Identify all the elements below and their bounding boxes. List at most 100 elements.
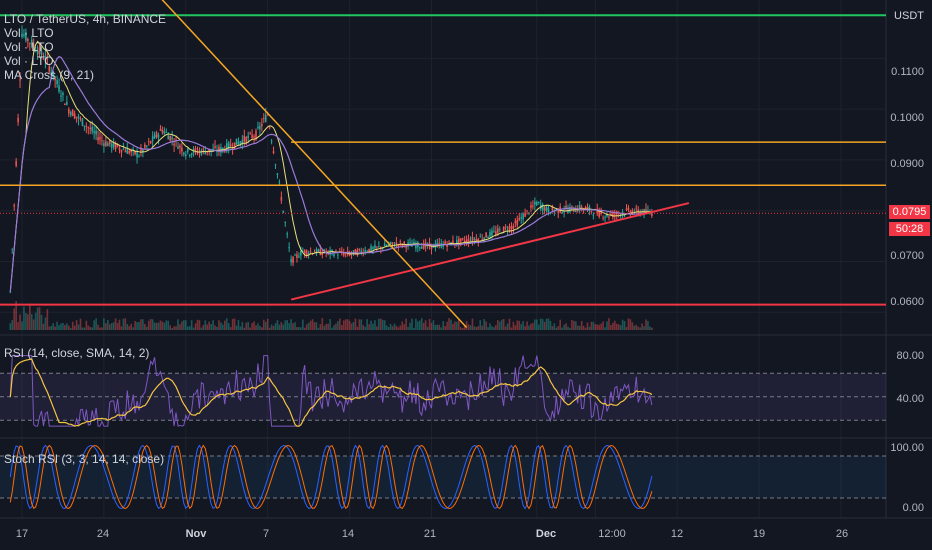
candle-body [461, 238, 464, 240]
candle-body [138, 156, 140, 157]
volume-bar [32, 319, 35, 330]
candle-body [337, 254, 339, 256]
candle-body [592, 214, 595, 216]
candle-body [17, 117, 19, 123]
volume-bar [225, 318, 228, 330]
candle-body [108, 140, 111, 145]
volume-bar [103, 318, 105, 330]
candle-body [604, 216, 606, 218]
volume-bar [555, 327, 558, 330]
volume-bar [625, 327, 628, 330]
candle-body [251, 134, 253, 138]
candle-body [307, 252, 310, 255]
volume-bar [108, 324, 111, 330]
candle-body [198, 150, 201, 152]
volume-bar [177, 319, 179, 330]
volume-bar [637, 326, 639, 330]
volume-bar [337, 321, 339, 330]
volume-bar [54, 326, 56, 330]
volume-bar [149, 318, 152, 330]
pane-dividers[interactable] [0, 334, 932, 519]
volume-bar [594, 324, 597, 330]
stoch-legend[interactable]: Stoch RSI (3, 3, 14, 14, close) [4, 452, 165, 466]
drawn-levels[interactable] [0, 0, 886, 328]
candle-body [132, 148, 134, 150]
volume-bar [249, 327, 251, 330]
volume-bar [341, 324, 343, 330]
legend-ma-cross[interactable]: MA Cross (9, 21) [4, 68, 95, 82]
volume-bar [420, 318, 423, 330]
volume-bar [292, 323, 294, 330]
candle-body [309, 251, 312, 253]
volume-bar [126, 324, 129, 330]
candle-body [446, 244, 448, 247]
volume-bar [370, 320, 372, 330]
volume-bar [364, 326, 366, 330]
volume-bar [235, 325, 238, 330]
legend-vol-3[interactable]: Vol · LTO [4, 54, 54, 68]
candle-body [495, 231, 497, 235]
volume-bar [157, 322, 160, 330]
candle-body [629, 211, 632, 214]
candle-body [444, 241, 446, 245]
volume-bar [557, 326, 560, 330]
volume-bar [91, 327, 93, 330]
volume-bar [575, 321, 577, 330]
volume-bar [467, 324, 470, 330]
candle-body [547, 208, 550, 214]
volume-bar [60, 323, 62, 330]
volume-bar [278, 324, 281, 330]
candle-body [407, 242, 409, 245]
volume-bar [138, 321, 140, 330]
volume-bar [263, 319, 265, 330]
volume-bar [465, 320, 468, 330]
candle-body [280, 197, 283, 201]
volume-bar [528, 325, 530, 330]
volume-bar [395, 325, 398, 330]
volume-bar [290, 319, 292, 330]
candle-body [225, 143, 228, 152]
time-tick: 12:00 [598, 528, 626, 540]
candle-body [411, 244, 413, 247]
candle-body [83, 125, 86, 127]
volume-bar [604, 327, 606, 330]
volume-bar [346, 319, 349, 330]
candle-body [493, 230, 495, 232]
candle-body [272, 151, 275, 154]
candle-body [124, 150, 127, 153]
symbol-title[interactable]: LTO / TetherUS, 4h, BINANCE [4, 12, 167, 26]
candle-body [303, 249, 306, 254]
candle-body [532, 205, 534, 207]
volume-bar [85, 320, 88, 330]
volume-bar [46, 309, 49, 330]
volume-bar [619, 325, 622, 330]
rsi-legend[interactable]: RSI (14, close, SMA, 14, 2) [4, 346, 150, 360]
candle-body [257, 126, 259, 129]
volume-bar [218, 320, 220, 330]
rsi-pane [0, 355, 886, 427]
candle-body [87, 127, 90, 129]
candle-body [518, 218, 521, 220]
legend-vol-1[interactable]: Vol · LTO [4, 26, 54, 40]
volume-bar [350, 323, 353, 330]
volume-bar [401, 321, 404, 330]
volume-bar [586, 322, 589, 330]
volume-bar [419, 320, 421, 330]
candle-body [259, 125, 261, 130]
volume-bar [52, 323, 54, 330]
volume-bar [615, 323, 618, 330]
volume-bar [504, 326, 507, 330]
candle-body [543, 207, 546, 211]
candle-body [58, 85, 60, 92]
candle-body [167, 135, 170, 140]
volume-bar [300, 327, 302, 330]
volume-bar [196, 319, 199, 330]
volume-bar [66, 323, 68, 330]
volume-bar [532, 322, 534, 330]
volume-bar [144, 323, 146, 330]
candle-body [516, 220, 519, 226]
legend-vol-2[interactable]: Vol · LTO [4, 40, 54, 54]
candle-body [637, 209, 639, 213]
candle-body [21, 33, 23, 37]
